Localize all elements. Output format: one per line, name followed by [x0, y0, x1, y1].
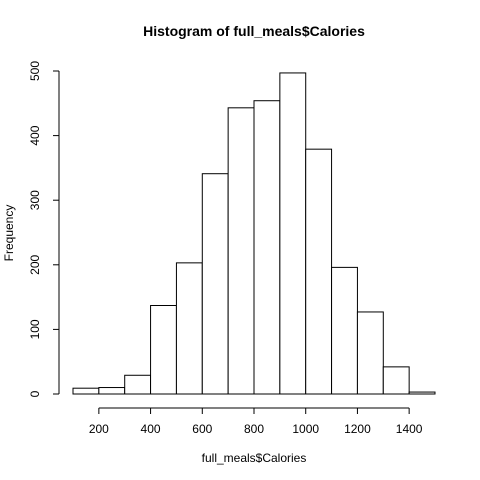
histogram-bar-400-500 — [150, 305, 177, 395]
histogram-bar-1300-1400 — [382, 366, 410, 395]
histogram-bar-800-900 — [253, 100, 281, 395]
chart-title: Histogram of full_meals$Calories — [143, 23, 365, 39]
x-tick-label: 200 — [89, 422, 109, 436]
histogram-bar-700-800 — [227, 107, 255, 395]
histogram-bar-1100-1200 — [331, 266, 358, 395]
y-tick-label: 200 — [28, 254, 42, 274]
y-tick-label: 0 — [28, 390, 42, 397]
x-tick-label: 1000 — [292, 422, 319, 436]
y-tick-label: 300 — [28, 190, 42, 210]
x-tick-label: 1200 — [344, 422, 371, 436]
histogram-bar-300-400 — [124, 374, 152, 395]
y-tick-label: 100 — [28, 319, 42, 339]
histogram-bar-1000-1100 — [305, 148, 333, 395]
histogram-bar-900-1000 — [279, 72, 307, 395]
x-axis-label: full_meals$Calories — [202, 451, 307, 465]
x-tick-label: 400 — [141, 422, 161, 436]
x-tick-label: 800 — [244, 422, 264, 436]
x-tick-label: 1400 — [396, 422, 423, 436]
x-tick-label: 600 — [192, 422, 212, 436]
histogram-bar-200-300 — [98, 387, 126, 395]
y-tick-label: 400 — [28, 125, 42, 145]
histogram-bar-1400-1500 — [408, 391, 436, 395]
y-axis-label: Frequency — [2, 205, 16, 262]
histogram-bar-500-600 — [175, 262, 203, 395]
x-axis: 200 400 600 800 1000 1200 1400 — [89, 407, 423, 436]
bars-group — [72, 72, 436, 395]
histogram-bar-1200-1300 — [356, 311, 384, 395]
histogram-bar-600-700 — [201, 173, 229, 395]
y-axis: 0 100 200 300 400 500 — [28, 61, 60, 397]
y-tick-label: 500 — [28, 61, 42, 81]
histogram-bar-100-200 — [72, 387, 100, 395]
